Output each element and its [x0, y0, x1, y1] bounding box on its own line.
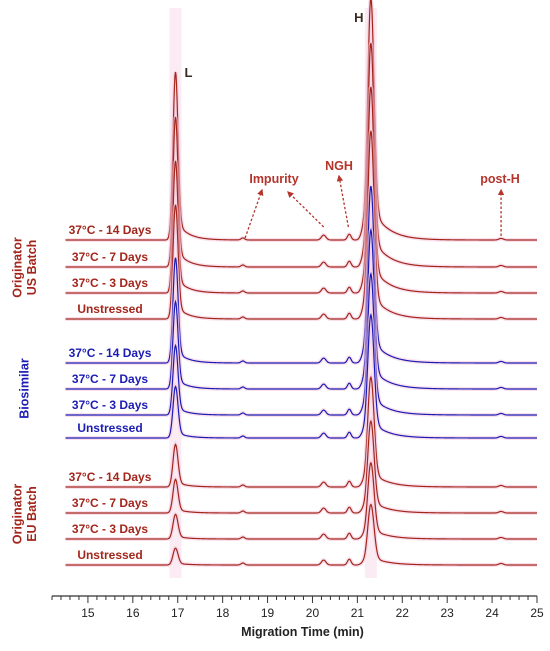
peak-label-H: H [354, 10, 363, 25]
annotation-impurity: Impurity [249, 172, 298, 186]
x-tick-label: 20 [306, 606, 320, 620]
x-tick-label: 17 [171, 606, 185, 620]
trace-labels-layer: 37°C - 14 Days 37°C - 7 Days 37°C - 3 Days… [69, 223, 152, 562]
trace-label: 37°C - 7 Days [72, 496, 148, 510]
trace-label: Unstressed [77, 548, 142, 562]
trace-line-2-0 [65, 375, 537, 488]
annotation-arrow [336, 174, 350, 228]
trace-line-1-1 [65, 227, 537, 390]
annotation-arrow [244, 188, 264, 239]
trace-line-0-1 [65, 42, 537, 268]
trace-label: 37°C - 3 Days [72, 398, 148, 412]
annotation-post-h: post-H [480, 172, 520, 186]
x-tick-label: 24 [485, 606, 499, 620]
x-tick-label: 15 [81, 606, 95, 620]
x-axis-title: Migration Time (min) [241, 625, 364, 639]
x-tick-label: 18 [216, 606, 230, 620]
trace-label: Unstressed [77, 421, 142, 435]
trace-label: 37°C - 14 Days [69, 346, 152, 360]
trace-line-0-3 [65, 130, 537, 320]
group-labels-layer: OriginatorUS Batch Biosimilar OriginatorEU… [11, 237, 39, 544]
trace-line-2-3 [65, 503, 537, 566]
trace-halo [65, 267, 537, 417]
group-label-0: OriginatorUS Batch [11, 237, 39, 298]
trace-label: 37°C - 3 Days [72, 522, 148, 536]
trace-halo [65, 0, 537, 242]
annotation-ngh: NGH [325, 159, 353, 173]
trace-halo [65, 185, 537, 365]
trace-label: 37°C - 7 Days [72, 250, 148, 264]
peak-label-L: L [185, 65, 193, 80]
trace-label: 37°C - 7 Days [72, 372, 148, 386]
traces-layer [65, 0, 537, 578]
trace-label: Unstressed [77, 302, 142, 316]
annotation-arrow [287, 191, 325, 228]
trace-line-2-1 [65, 419, 537, 514]
trace-line-1-2 [65, 271, 537, 416]
trace-label: 37°C - 14 Days [69, 470, 152, 484]
annotations-layer: L H Impurity NGH post-H [185, 10, 520, 239]
x-tick-label: 19 [261, 606, 275, 620]
trace-line-2-2 [65, 461, 537, 540]
group-label-1: Biosimilar [17, 358, 31, 419]
x-tick-label: 22 [396, 606, 410, 620]
trace-label: 37°C - 14 Days [69, 223, 152, 237]
x-tick-label: 25 [530, 606, 544, 620]
x-tick-label: 16 [126, 606, 140, 620]
trace-line-0-2 [65, 86, 537, 294]
trace-line-1-3 [65, 313, 537, 439]
trace-line-0-0 [65, 0, 537, 241]
trace-label: 37°C - 3 Days [72, 276, 148, 290]
x-tick-label: 23 [441, 606, 455, 620]
group-label-2: OriginatorEU Batch [11, 484, 39, 545]
trace-line-1-0 [65, 185, 537, 364]
x-axis: 15 16 17 18 19 20 21 22 23 24 25 Migration Time (mi… [51, 595, 544, 639]
x-tick-label: 21 [351, 606, 365, 620]
